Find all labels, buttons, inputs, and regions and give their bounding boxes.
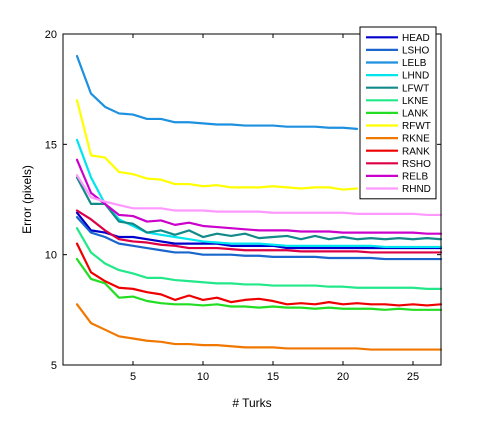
y-tick-label: 10 [45, 250, 57, 262]
series-line-lank [75, 257, 443, 311]
legend-label-lhnd: LHND [402, 71, 429, 82]
x-tick-label: 25 [407, 371, 419, 383]
legend-label-rhnd: RHND [402, 184, 431, 195]
series-layer [75, 54, 443, 351]
series-line-rsho [75, 209, 443, 254]
legend-label-rank: RANK [402, 146, 430, 157]
plot-frame [62, 33, 442, 366]
series-line-lkne [75, 227, 443, 290]
legend-label-rsho: RSHO [402, 159, 431, 170]
series-line-lsho [75, 216, 443, 261]
y-tick-label: 20 [45, 29, 57, 41]
x-tick-label: 15 [267, 371, 279, 383]
axes-layer: 5 10 15 20 25 5 10 15 20 [45, 29, 442, 383]
series-line-lelb [75, 54, 359, 130]
legend-label-relb: RELB [402, 172, 428, 183]
x-tick-label: 20 [337, 371, 349, 383]
series-line-lhnd [75, 138, 443, 249]
y-axis-title: Error (pixels) [20, 165, 34, 234]
series-line-rkne [75, 303, 443, 351]
legend-label-lank: LANK [402, 109, 428, 120]
series-line-lfwt [75, 176, 443, 241]
legend-label-rkne: RKNE [402, 134, 430, 145]
x-axis-title: # Turks [232, 396, 271, 410]
legend-label-lsho: LSHO [402, 46, 429, 57]
y-tick-label: 15 [45, 139, 57, 151]
series-line-rank [75, 242, 443, 307]
legend-label-head: HEAD [402, 33, 430, 44]
legend-label-lelb: LELB [402, 58, 427, 69]
series-line-relb [75, 158, 443, 235]
legend-label-rfwt: RFWT [402, 121, 431, 132]
series-line-head [75, 211, 443, 250]
series-line-rfwt [75, 99, 359, 191]
x-tick-label: 10 [197, 371, 209, 383]
legend-label-lkne: LKNE [402, 96, 428, 107]
x-tick-label: 5 [130, 371, 136, 383]
y-tick-label: 5 [51, 360, 57, 372]
series-line-rhnd [75, 174, 443, 217]
legend-label-lfwt: LFWT [402, 83, 429, 94]
